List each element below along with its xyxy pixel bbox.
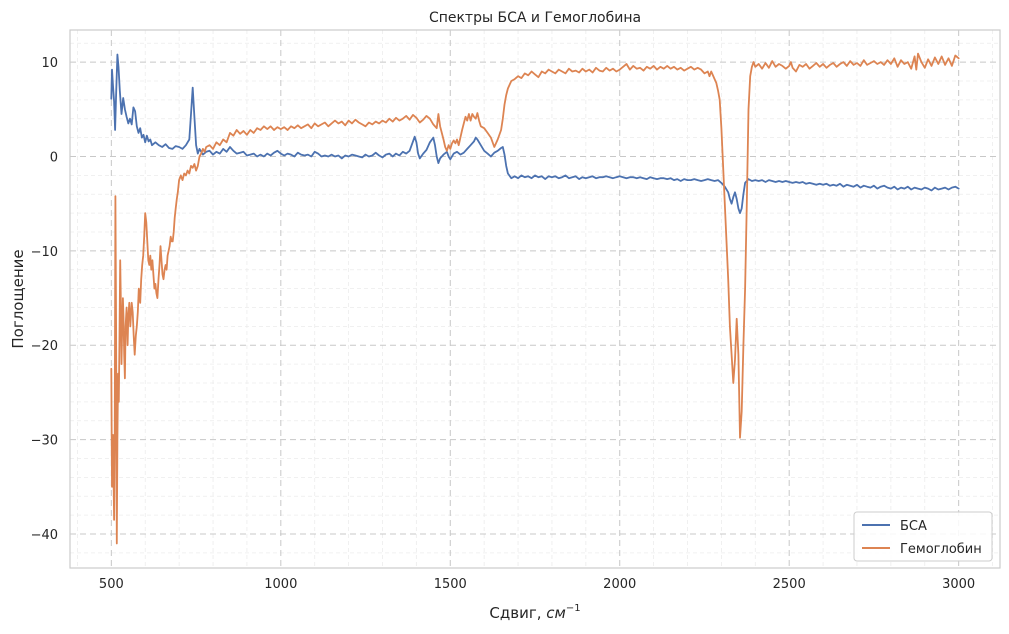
series-line-bsa bbox=[110, 53, 960, 214]
series-lines bbox=[110, 52, 960, 545]
x-axis-label: Сдвиг, см−1 bbox=[489, 603, 580, 622]
major-grid bbox=[70, 30, 1000, 568]
x-axis-label-text: Сдвиг, bbox=[489, 604, 546, 622]
x-tick-label: 500 bbox=[99, 577, 124, 592]
legend-label-bsa: БСА bbox=[900, 519, 927, 534]
x-tick-label: 2500 bbox=[773, 577, 806, 592]
x-axis-label-exponent: −1 bbox=[566, 603, 581, 614]
y-tick-label: −40 bbox=[31, 528, 58, 543]
plot-frame bbox=[69, 29, 1001, 569]
x-tick-label: 3000 bbox=[942, 577, 975, 592]
x-tick-label: 2000 bbox=[603, 577, 636, 592]
y-tick-label: 0 bbox=[50, 150, 58, 165]
y-tick-label: −20 bbox=[31, 339, 58, 354]
y-axis-label: Поглощение bbox=[9, 249, 27, 348]
y-tick-label: −30 bbox=[31, 434, 58, 449]
x-tick-labels: 500 1000 1500 2000 2500 3000 bbox=[99, 577, 975, 592]
chart-title: Спектры БСА и Гемоглобина bbox=[429, 10, 641, 26]
legend: БСА Гемоглобин bbox=[853, 511, 993, 562]
legend-label-hemoglobin: Гемоглобин bbox=[900, 542, 982, 557]
series-line-hemoglobin bbox=[110, 52, 960, 545]
x-tick-label: 1500 bbox=[434, 577, 467, 592]
y-tick-labels: 10 0 −10 −20 −30 −40 bbox=[31, 56, 58, 543]
x-axis-label-unit: см bbox=[546, 604, 566, 622]
x-tick-label: 1000 bbox=[264, 577, 297, 592]
y-tick-label: −10 bbox=[31, 245, 58, 260]
y-tick-label: 10 bbox=[41, 56, 58, 71]
